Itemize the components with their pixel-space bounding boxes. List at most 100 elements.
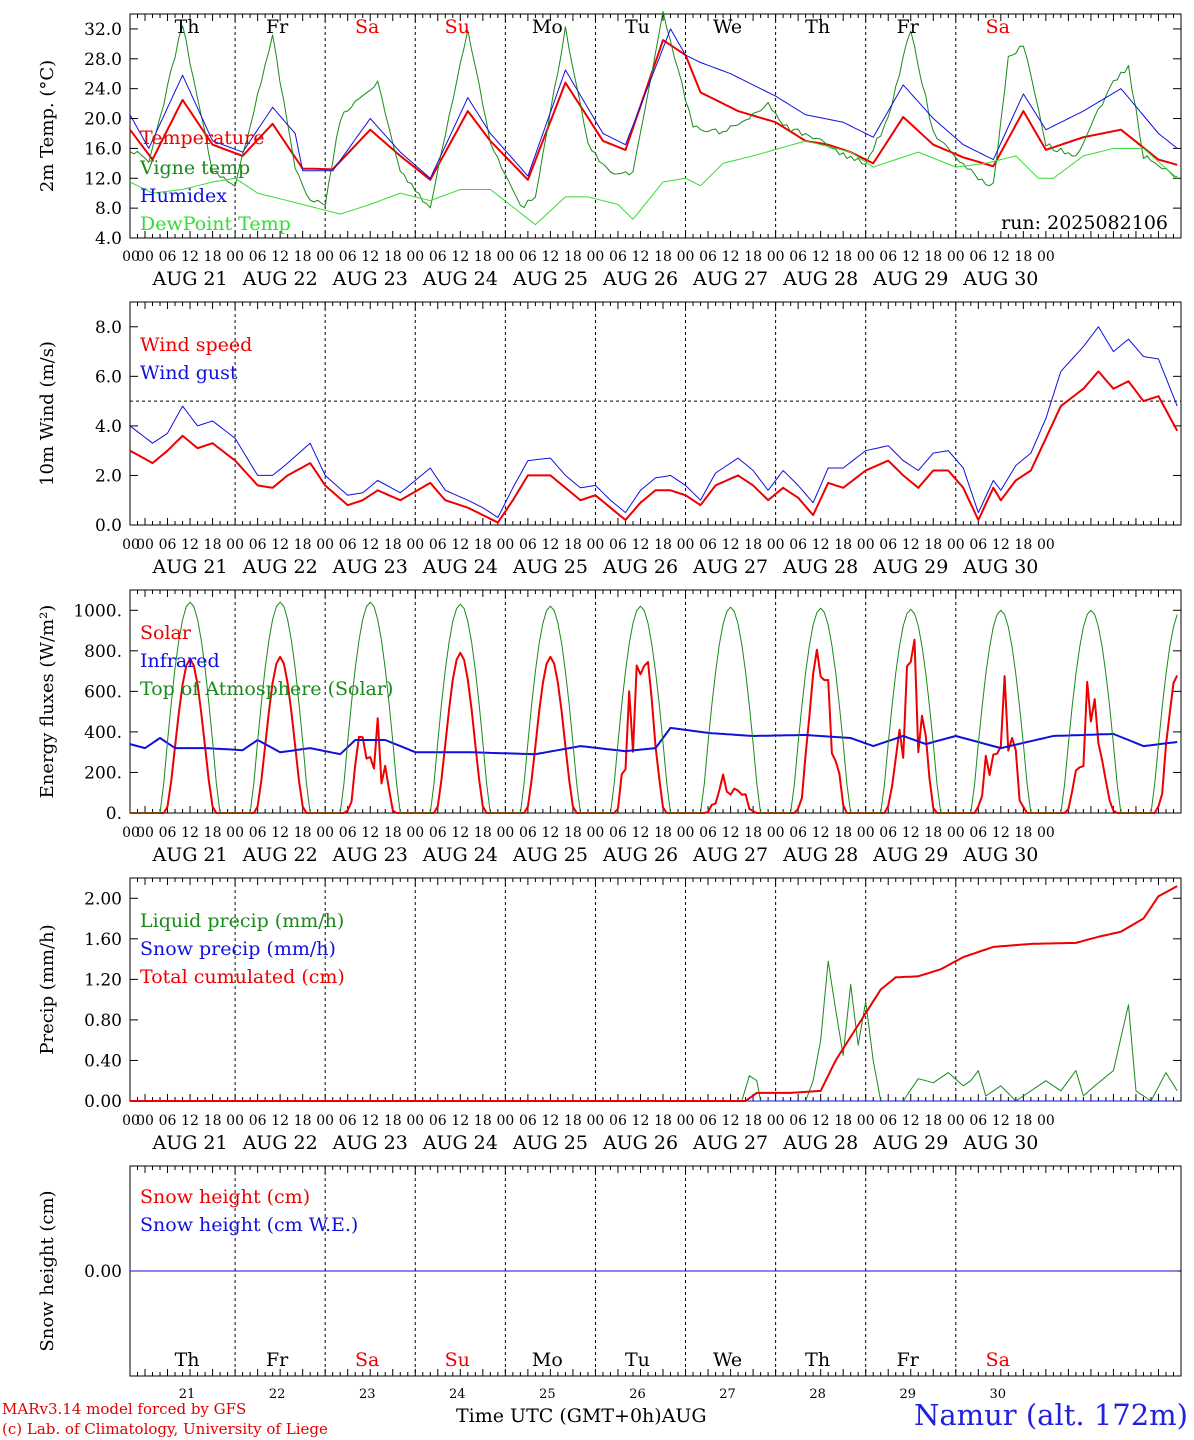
hour-tick-label: 12: [632, 249, 650, 265]
y-axis-label: Energy fluxes (W/m²): [37, 605, 58, 799]
series-line-wind-speed: [129, 370, 1179, 524]
hour-tick-label: 12: [361, 825, 379, 841]
hour-tick-label: 18: [744, 1113, 762, 1129]
day-label: AUG 28: [782, 1132, 858, 1154]
hour-tick-label: 18: [294, 825, 312, 841]
day-label: AUG 26: [602, 268, 678, 290]
hour-tick-label: 12: [181, 537, 199, 553]
hour-tick-label: 06: [609, 1113, 627, 1129]
hour-tick-label: 06: [879, 825, 897, 841]
hour-tick-label: 12: [992, 537, 1010, 553]
series-line-wind-gust: [129, 326, 1178, 519]
y-tick-label: 400.: [84, 723, 122, 743]
day-label: AUG 21: [151, 556, 227, 578]
hour-tick-label: 06: [789, 537, 807, 553]
day-label: AUG 27: [692, 268, 768, 290]
legend-entry: Infrared: [140, 650, 220, 672]
day-number-label: 30: [990, 1387, 1007, 1402]
y-tick-label: 20.0: [84, 110, 122, 130]
day-label: AUG 29: [872, 268, 948, 290]
hour-tick-label: 12: [812, 825, 830, 841]
hour-tick-label: 00: [136, 537, 154, 553]
hour-tick-label: 12: [271, 825, 289, 841]
series-line-solar: [130, 638, 1179, 814]
day-label: AUG 23: [332, 268, 408, 290]
hour-tick-label: 12: [451, 825, 469, 841]
hour-tick-label: 12: [271, 249, 289, 265]
legend-entry: Total cumulated (cm): [140, 966, 345, 988]
hour-tick-label: 06: [159, 537, 177, 553]
hour-tick-label: 18: [834, 249, 852, 265]
hour-tick-label: 00: [1037, 825, 1055, 841]
day-label: AUG 29: [872, 844, 948, 866]
hour-tick-label: 12: [451, 1113, 469, 1129]
day-number-label: 25: [539, 1387, 556, 1402]
hour-tick-label: 06: [159, 1113, 177, 1129]
legend-entry: Solar: [140, 622, 192, 644]
hour-tick-label: 06: [519, 1113, 537, 1129]
hour-tick-label: 18: [384, 1113, 402, 1129]
hour-tick-label: 12: [541, 1113, 559, 1129]
day-label: AUG 28: [782, 268, 858, 290]
hour-tick-label: 00: [677, 1113, 695, 1129]
hour-tick-label: 00: [677, 249, 695, 265]
hour-tick-label: 00: [122, 537, 140, 553]
hour-tick-label: 18: [654, 537, 672, 553]
hour-tick-label: 00: [136, 249, 154, 265]
hour-tick-label: 00: [947, 825, 965, 841]
hour-tick-label: 12: [992, 1113, 1010, 1129]
legend-entry: Temperature: [140, 127, 264, 149]
day-label: AUG 21: [151, 1132, 227, 1154]
day-label: AUG 22: [242, 556, 318, 578]
legend-entry: Vigne temp: [139, 157, 250, 179]
hour-tick-label: 06: [879, 537, 897, 553]
day-number-label: 24: [449, 1387, 466, 1402]
hour-tick-label: 12: [992, 825, 1010, 841]
legend-entry: Snow height (cm): [140, 1186, 310, 1208]
hour-tick-label: 12: [722, 249, 740, 265]
hour-tick-label: 00: [767, 537, 785, 553]
hour-tick-label: 00: [947, 1113, 965, 1129]
day-number-label: 29: [899, 1387, 916, 1402]
day-label: AUG 22: [242, 844, 318, 866]
hour-tick-label: 12: [632, 1113, 650, 1129]
legend-entry: Humidex: [140, 185, 227, 207]
hour-tick-label: 00: [677, 825, 695, 841]
hour-tick-label: 00: [226, 249, 244, 265]
hour-tick-label: 06: [429, 825, 447, 841]
hour-tick-label: 18: [834, 537, 852, 553]
hour-tick-label: 06: [339, 537, 357, 553]
y-tick-label: 200.: [84, 763, 122, 783]
legend-entry: Top of Atmosphere (Solar): [140, 678, 393, 700]
weekday-label: Tu: [625, 1349, 650, 1371]
hour-tick-label: 00: [136, 825, 154, 841]
hour-tick-label: 18: [654, 1113, 672, 1129]
hour-tick-label: 00: [406, 825, 424, 841]
series-line-total-cumulated-cm: [130, 885, 1178, 1102]
hour-tick-label: 18: [204, 537, 222, 553]
lab-credit: (c) Lab. of Climatology, University of L…: [2, 1420, 328, 1438]
hour-tick-label: 12: [181, 825, 199, 841]
hour-tick-label: 18: [1014, 537, 1032, 553]
hour-tick-label: 00: [587, 249, 605, 265]
hour-tick-label: 06: [699, 825, 717, 841]
y-tick-label: 24.0: [84, 80, 122, 100]
day-label: AUG 29: [872, 1132, 948, 1154]
hour-tick-label: 00: [857, 537, 875, 553]
day-label: AUG 24: [422, 844, 498, 866]
y-tick-label: 2.0: [95, 466, 122, 486]
weekday-label: Sa: [355, 16, 379, 38]
hour-tick-label: 00: [857, 1113, 875, 1129]
hour-tick-label: 18: [654, 249, 672, 265]
y-tick-label: 8.0: [95, 318, 122, 338]
y-tick-label: 4.0: [95, 417, 122, 437]
hour-tick-label: 00: [496, 825, 514, 841]
hour-tick-label: 00: [226, 1113, 244, 1129]
weekday-label: Mo: [532, 16, 563, 38]
day-number-label: 21: [179, 1387, 196, 1402]
y-tick-label: 800.: [84, 642, 122, 662]
hour-tick-label: 12: [181, 249, 199, 265]
hour-tick-label: 18: [834, 825, 852, 841]
hour-tick-label: 18: [834, 1113, 852, 1129]
hour-tick-label: 12: [812, 249, 830, 265]
